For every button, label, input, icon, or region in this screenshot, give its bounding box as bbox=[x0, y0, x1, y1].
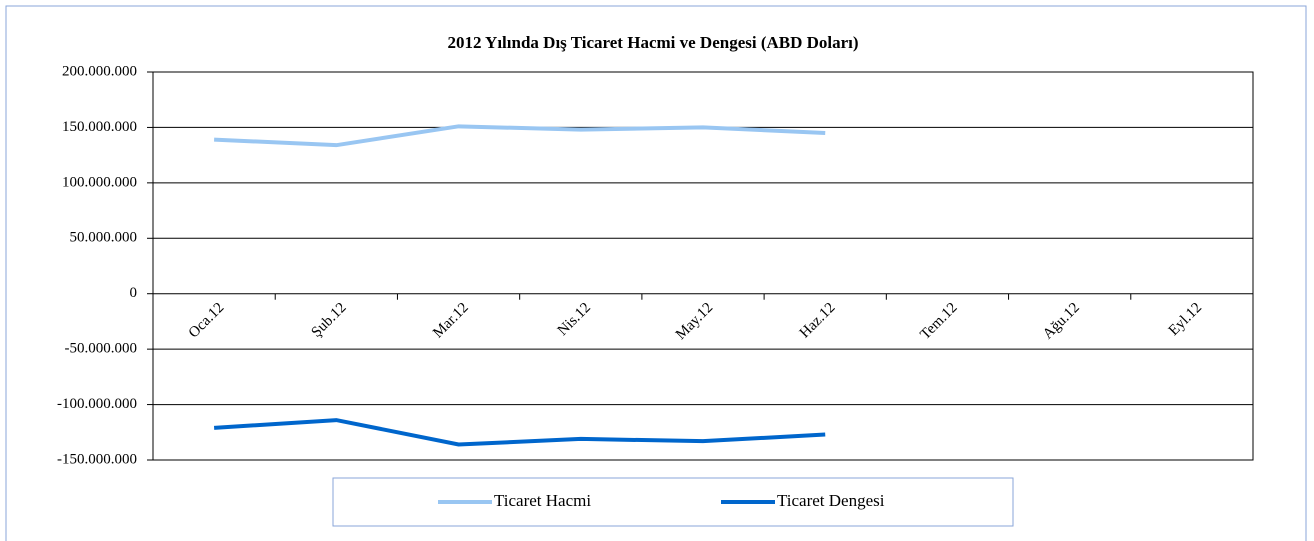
legend-label: Ticaret Hacmi bbox=[494, 491, 591, 510]
y-tick-label: 200.000.000 bbox=[62, 63, 137, 79]
y-tick-label: 50.000.000 bbox=[70, 230, 138, 246]
y-tick-label: 0 bbox=[130, 285, 138, 301]
plot-area bbox=[152, 71, 1254, 461]
chart-title: 2012 Yılında Dış Ticaret Hacmi ve Denges… bbox=[447, 33, 858, 52]
y-tick-label: -100.000.000 bbox=[57, 396, 137, 412]
line-series bbox=[214, 124, 826, 148]
legend-label: Ticaret Dengesi bbox=[777, 491, 885, 510]
y-tick-label: -150.000.000 bbox=[57, 451, 137, 467]
y-tick-label: 100.000.000 bbox=[62, 174, 137, 190]
line-series bbox=[213, 418, 826, 447]
legend-box bbox=[332, 477, 1014, 527]
y-tick-label: 150.000.000 bbox=[62, 119, 137, 135]
y-tick-label: -50.000.000 bbox=[65, 341, 138, 357]
